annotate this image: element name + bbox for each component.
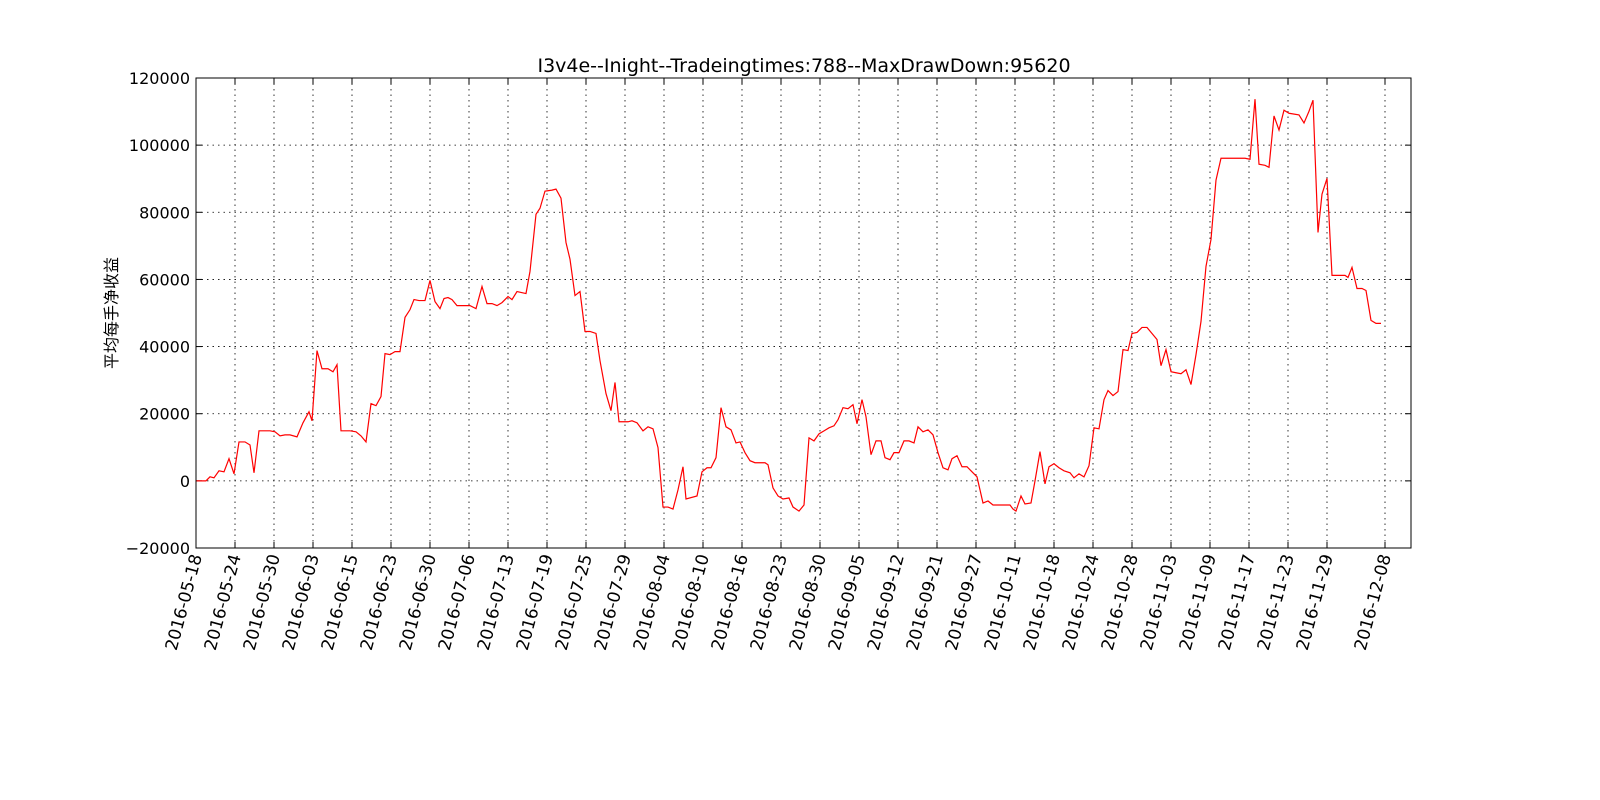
data-line: [196, 99, 1381, 513]
plot-frame: [195, 77, 1412, 549]
y-tick-label: 120000: [129, 69, 190, 88]
x-tick-label: 2016-05-18: [162, 552, 207, 653]
x-tick-label: 2016-11-23: [1254, 552, 1299, 653]
x-tick-label: 2016-09-12: [864, 552, 909, 653]
x-tick-label: 2016-06-03: [279, 552, 324, 653]
x-tick-label: 2016-06-15: [318, 552, 363, 653]
x-tick-label: 2016-10-11: [981, 552, 1026, 653]
y-tick-label: 100000: [129, 136, 190, 155]
x-tick-label: 2016-11-29: [1293, 552, 1338, 653]
x-tick-label: 2016-10-18: [1020, 552, 1065, 653]
x-tick-label: 2016-07-25: [552, 552, 597, 653]
y-tick-label: 20000: [139, 405, 190, 424]
y-tick-label: 0: [180, 472, 190, 491]
x-tick-label: 2016-08-10: [669, 552, 714, 653]
x-tick-label: 2016-05-24: [201, 552, 246, 653]
x-tick-label: 2016-08-30: [786, 552, 831, 653]
x-tick-label: 2016-06-30: [396, 552, 441, 653]
x-tick-label: 2016-07-19: [513, 552, 558, 653]
x-tick-label: 2016-09-27: [942, 552, 987, 653]
y-tick-label: 40000: [139, 338, 190, 357]
x-tick-label: 2016-12-08: [1351, 552, 1396, 653]
x-tick-label: 2016-07-06: [435, 552, 480, 653]
x-tick-label: 2016-11-17: [1215, 552, 1260, 653]
y-tick-label: 60000: [139, 270, 190, 289]
x-tick-label: 2016-07-29: [591, 552, 636, 653]
x-tick-label: 2016-07-13: [474, 552, 519, 653]
x-tick-label: 2016-08-16: [708, 552, 753, 653]
x-tick-label: 2016-10-24: [1059, 552, 1104, 653]
y-axis-label: 平均每手净收益: [102, 257, 121, 369]
x-tick-label: 2016-05-30: [240, 552, 285, 653]
x-tick-label: 2016-09-21: [903, 552, 948, 653]
x-tick-label: 2016-08-04: [630, 552, 675, 653]
x-tick-label: 2016-06-23: [357, 552, 402, 653]
x-tick-label: 2016-08-23: [747, 552, 792, 653]
chart-title: I3v4e--Inight--Tradeingtimes:788--MaxDra…: [537, 55, 1070, 77]
x-tick-label: 2016-11-09: [1176, 552, 1221, 653]
x-tick-label: 2016-11-03: [1137, 552, 1182, 653]
y-tick-label: 80000: [139, 203, 190, 222]
x-tick-label: 2016-09-05: [825, 552, 870, 653]
y-tick-label: −20000: [126, 539, 190, 558]
x-tick-label: 2016-10-28: [1098, 552, 1143, 653]
